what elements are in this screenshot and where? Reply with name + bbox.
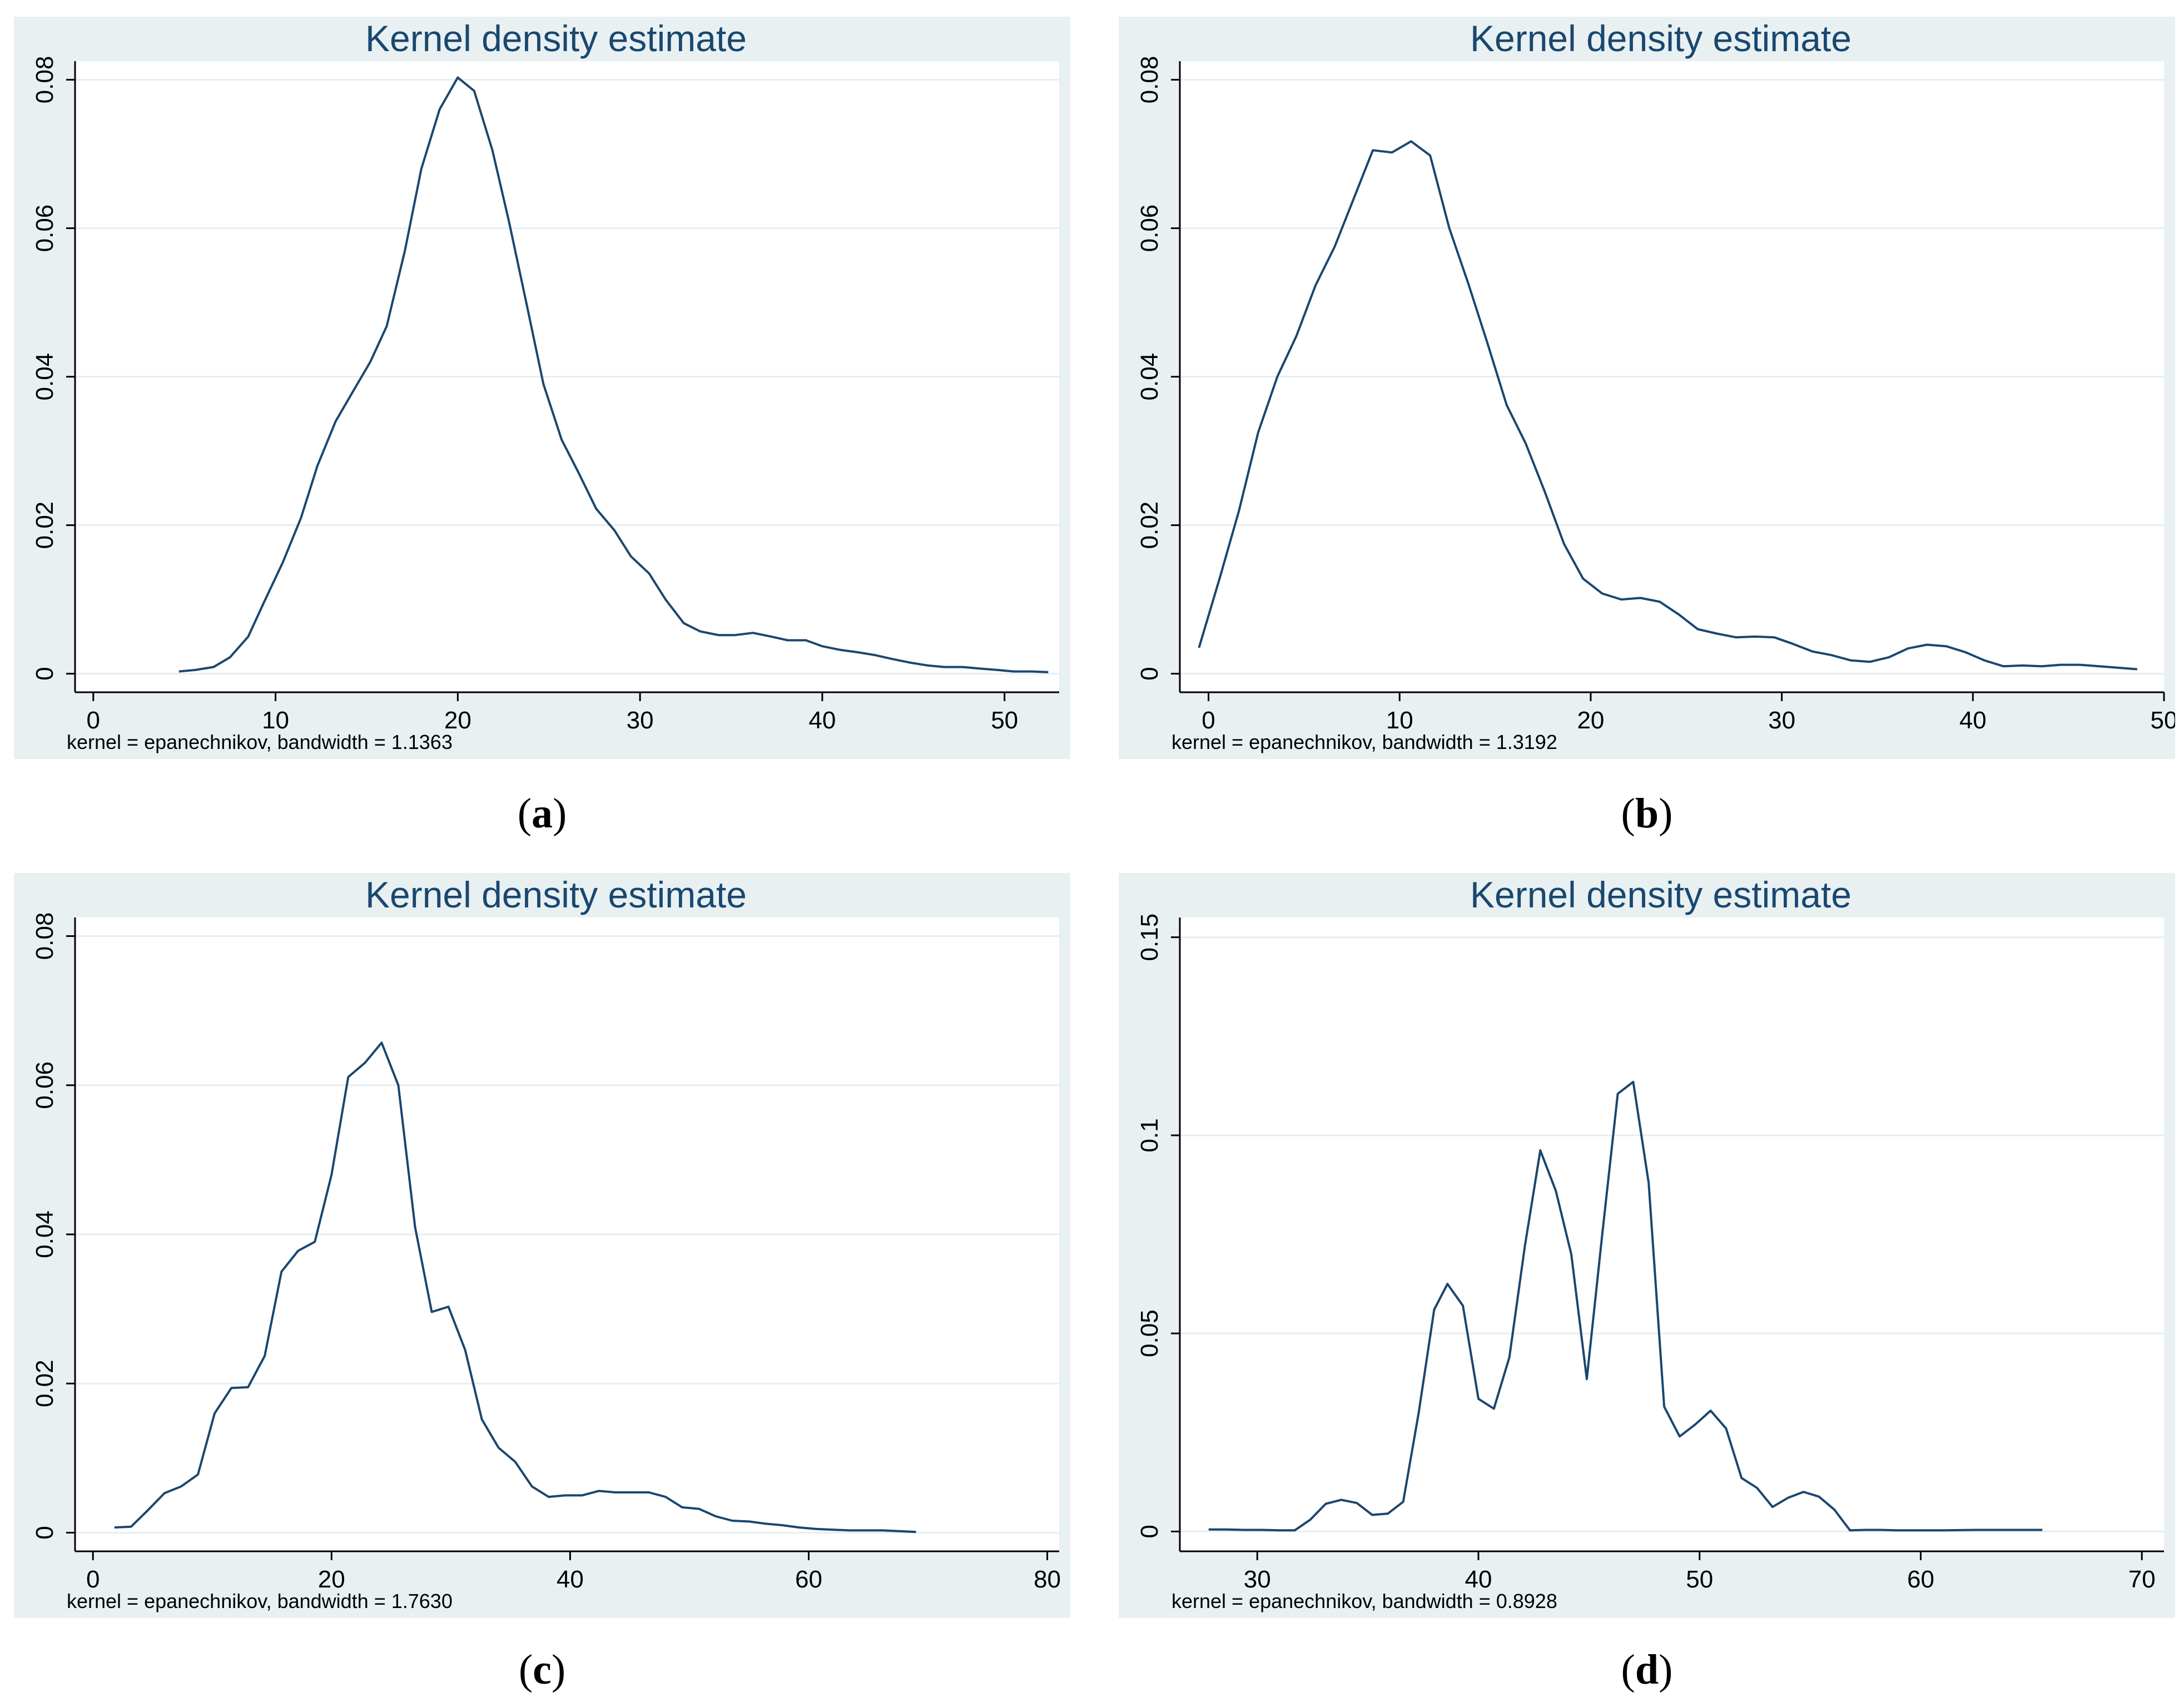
density-line [1198,140,2138,671]
chart-b: Kernel density estimate 0 0.02 0.04 0.06 0.08… [1119,17,2175,759]
y-tick-label: 0 [1136,1525,1163,1538]
plot-area [1180,917,2164,1551]
x-tick-label: 20 [444,707,471,734]
y-tick-label: 0.05 [1136,1309,1163,1357]
y-tick-label: 0 [1136,667,1163,680]
x-tick-label: 70 [2128,1566,2156,1593]
x-tick-label: 50 [991,707,1018,734]
y-tick-label: 0.04 [31,1210,58,1258]
caption-a-letter: a [532,790,553,837]
y-tick-label: 0.04 [1136,353,1163,401]
x-tick-label: 0 [1202,707,1215,734]
chart-title: Kernel density estimate [365,18,747,59]
x-tick-label: 30 [1768,707,1795,734]
x-tick-label: 50 [2151,707,2175,734]
x-tick-label: 40 [1959,707,1987,734]
density-line [178,76,1049,673]
y-tick-label: 0.06 [1136,205,1163,252]
x-tick-label: 80 [1034,1566,1061,1593]
y-tick-label: 0.08 [31,56,58,104]
chart-panel-b: Kernel density estimate 0 0.02 0.04 0.06 0.08… [1119,17,2175,759]
x-tick-label: 0 [87,707,100,734]
y-tick-label: 0.02 [31,502,58,549]
y-tick-label: 0 [31,1526,58,1539]
chart-a: Kernel density estimate 0 0.02 0.04 0.06 0.08… [14,17,1070,759]
x-tick-label: 60 [795,1566,822,1593]
x-tick-label: 0 [86,1566,100,1593]
kernel-note: kernel = epanechnikov, bandwidth = 0.892… [1172,1590,1557,1612]
x-tick-label: 10 [1386,707,1413,734]
kernel-note: kernel = epanechnikov, bandwidth = 1.136… [67,731,453,753]
y-tick-label: 0.1 [1136,1118,1163,1152]
kernel-note: kernel = epanechnikov, bandwidth = 1.319… [1172,731,1557,753]
chart-title: Kernel density estimate [1470,18,1852,59]
chart-panel-a: Kernel density estimate 0 0.02 0.04 0.06 0.08… [14,17,1070,759]
caption-a: (a) [517,790,567,837]
y-tick-label: 0.04 [31,353,58,401]
y-tick-label: 0.08 [1136,56,1163,104]
x-tick-label: 40 [557,1566,584,1593]
y-tick-label: 0.15 [1136,914,1163,961]
caption-d-letter: d [1635,1646,1659,1693]
y-tick-label: 0.06 [31,1061,58,1109]
x-tick-label: 20 [1577,707,1604,734]
caption-b-letter: b [1635,790,1659,837]
caption-c-letter: c [533,1646,552,1693]
chart-c: Kernel density estimate 0 0.02 0.04 0.06 0.08… [14,873,1070,1618]
x-tick-label: 60 [1907,1566,1934,1593]
caption-d: (d) [1621,1646,1673,1693]
y-tick-label: 0 [31,667,58,680]
chart-title: Kernel density estimate [365,874,747,915]
x-tick-label: 50 [1686,1566,1713,1593]
density-line [114,1041,916,1534]
x-tick-label: 40 [808,707,836,734]
y-tick-label: 0.02 [31,1359,58,1407]
y-tick-label: 0.08 [31,912,58,960]
chart-d: Kernel density estimate 0 0.05 0.1 0.15 30 40 5… [1119,873,2175,1618]
density-line [1208,1080,2043,1532]
caption-c: (c) [518,1646,566,1693]
x-tick-label: 40 [1465,1566,1492,1593]
caption-b: (b) [1621,790,1673,837]
chart-panel-d: Kernel density estimate 0 0.05 0.1 0.15 30 40 5… [1119,873,2175,1618]
chart-panel-c: Kernel density estimate 0 0.02 0.04 0.06 0.08… [14,873,1070,1618]
x-tick-label: 10 [262,707,289,734]
kernel-note: kernel = epanechnikov, bandwidth = 1.763… [67,1590,453,1612]
x-tick-label: 30 [1244,1566,1271,1593]
x-tick-label: 20 [318,1566,345,1593]
x-tick-label: 30 [627,707,654,734]
y-tick-label: 0.02 [1136,502,1163,549]
chart-title: Kernel density estimate [1470,874,1852,915]
y-tick-label: 0.06 [31,205,58,252]
